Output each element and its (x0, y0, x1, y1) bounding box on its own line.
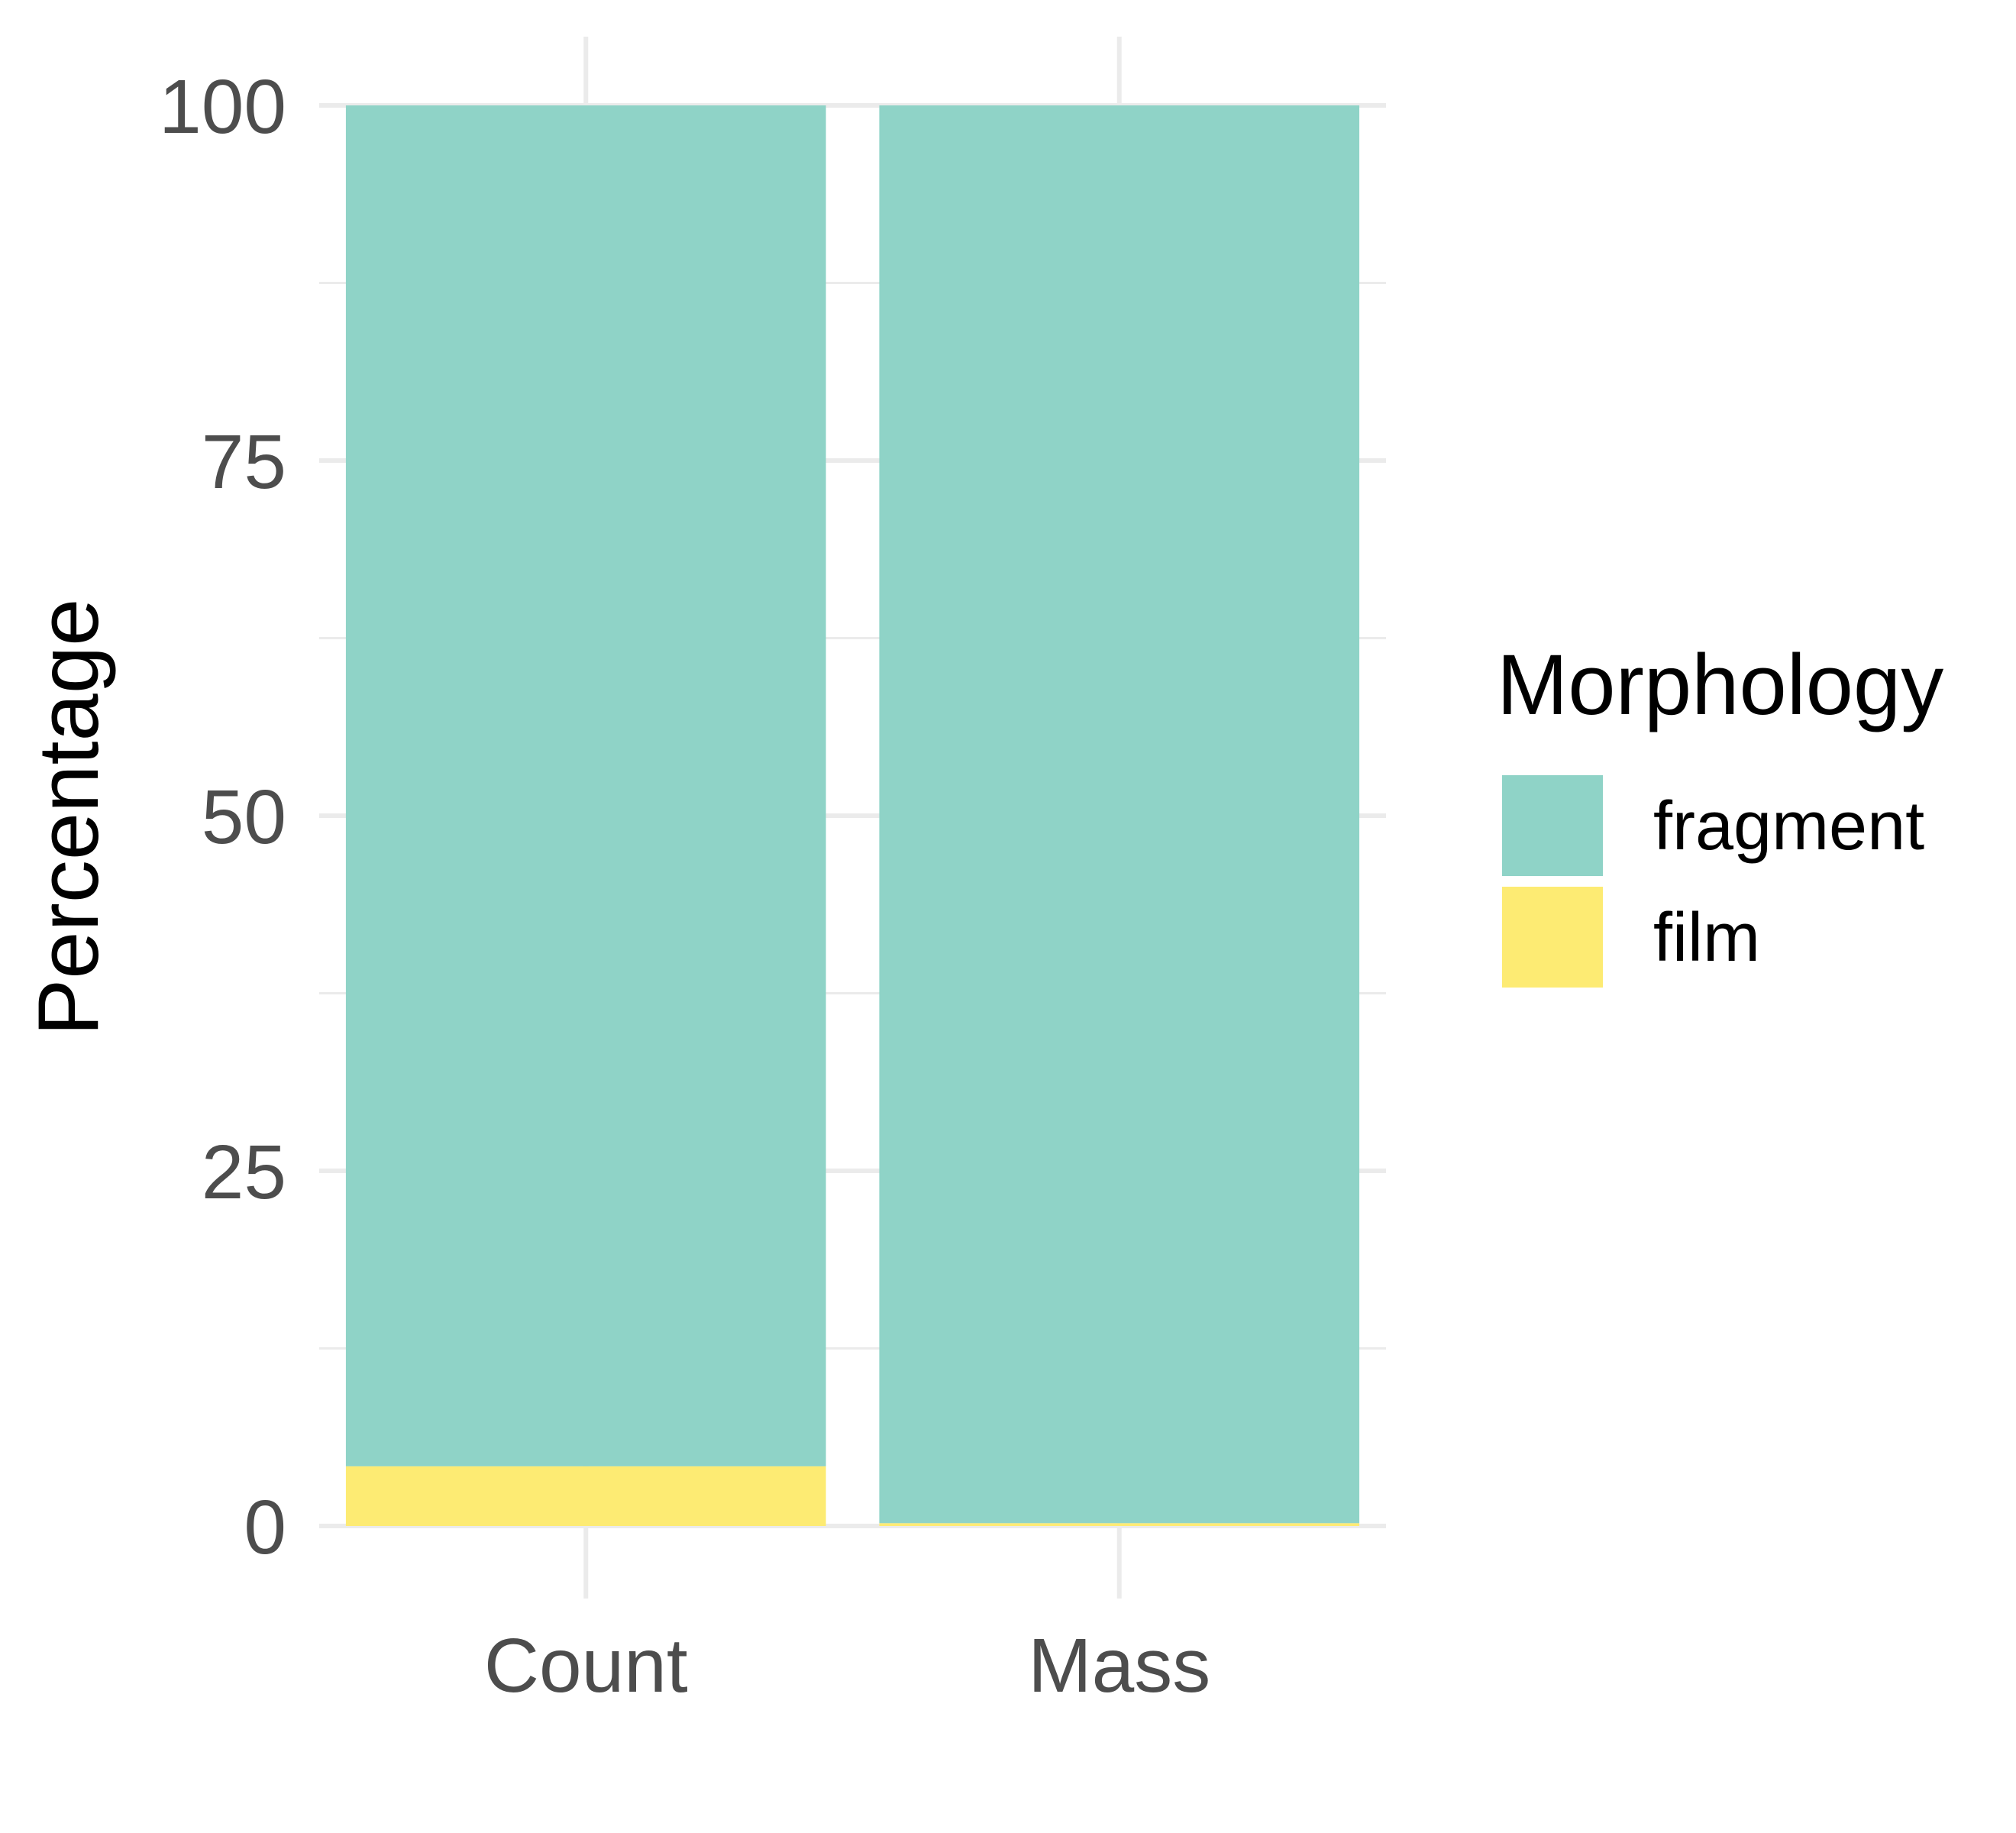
y-tick-label: 100 (159, 64, 286, 150)
legend-label-fragment: fragment (1653, 788, 1924, 865)
bar-film-mass (879, 1523, 1360, 1526)
y-axis-ticks: 0 25 50 75 100 (159, 64, 286, 1570)
legend-key-film (1502, 887, 1603, 988)
y-tick-label: 50 (202, 774, 286, 860)
y-tick-label: 25 (202, 1130, 286, 1215)
bar-fragment-count (345, 105, 826, 1466)
bar-fragment-mass (879, 105, 1360, 1524)
y-tick-label: 75 (202, 419, 286, 505)
legend: Morphology fragment film (1497, 637, 1943, 988)
x-axis-ticks: Count Mass (484, 1623, 1210, 1709)
legend-label-film: film (1653, 900, 1760, 976)
bars (345, 105, 1360, 1526)
bar-film-count (345, 1466, 826, 1526)
legend-key-fragment (1502, 775, 1603, 876)
legend-title: Morphology (1497, 637, 1943, 732)
x-tick-label: Mass (1028, 1623, 1210, 1709)
y-axis-title: Percentage (21, 599, 116, 1036)
x-tick-label: Count (484, 1623, 688, 1709)
y-tick-label: 0 (244, 1485, 286, 1570)
